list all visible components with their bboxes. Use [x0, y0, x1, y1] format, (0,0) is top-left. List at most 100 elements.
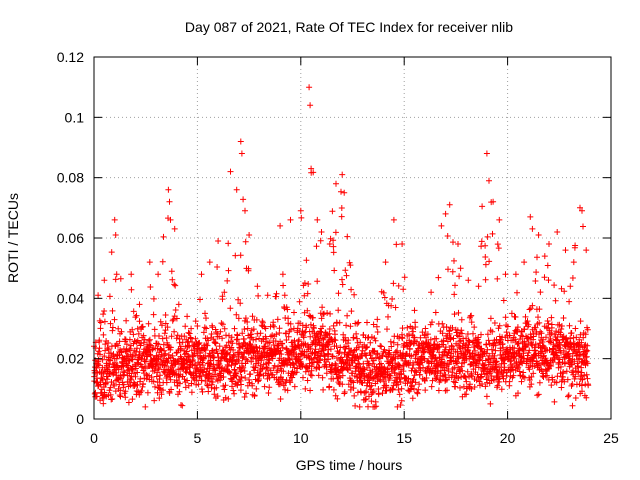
- roti-point: [296, 298, 303, 305]
- roti-point: [251, 392, 258, 399]
- roti-point: [558, 326, 565, 332]
- roti-point: [557, 363, 564, 370]
- roti-point: [380, 378, 387, 385]
- roti-point: [270, 319, 277, 326]
- y-tick-label: 0.06: [57, 230, 84, 246]
- roti-point: [485, 337, 492, 344]
- roti-point: [209, 324, 216, 331]
- roti-point: [253, 385, 260, 392]
- roti-point: [205, 337, 212, 344]
- roti-point: [101, 277, 108, 284]
- roti-point: [160, 387, 166, 394]
- roti-point: [241, 368, 248, 374]
- roti-point: [366, 362, 373, 369]
- roti-point: [150, 311, 157, 318]
- roti-point: [400, 368, 407, 375]
- roti-point: [368, 382, 375, 389]
- roti-point: [137, 375, 144, 382]
- roti-point: [436, 376, 443, 383]
- roti-point: [273, 290, 280, 297]
- roti-point: [239, 355, 246, 362]
- roti-point: [390, 280, 397, 287]
- roti-point: [264, 366, 271, 372]
- roti-point: [304, 290, 311, 297]
- roti-point: [266, 384, 273, 391]
- roti-point: [227, 370, 234, 376]
- roti-point: [162, 320, 169, 327]
- roti-point: [147, 352, 154, 359]
- roti-point: [234, 379, 241, 386]
- roti-point: [438, 222, 445, 229]
- roti-point: [354, 335, 360, 342]
- roti-point: [250, 326, 257, 333]
- roti-point: [306, 84, 313, 91]
- roti-point: [255, 292, 262, 299]
- roti-point: [564, 376, 571, 383]
- roti-point: [101, 308, 108, 314]
- roti-point: [435, 387, 442, 394]
- roti-point: [385, 313, 391, 320]
- roti-point: [203, 325, 210, 332]
- roti-point: [165, 186, 172, 193]
- roti-point: [235, 296, 242, 303]
- roti-point: [305, 281, 312, 287]
- roti-point: [583, 247, 590, 254]
- roti-point: [233, 336, 240, 343]
- roti-point: [458, 330, 465, 337]
- roti-point: [468, 319, 475, 326]
- roti-point: [211, 391, 218, 398]
- roti-point: [147, 284, 154, 290]
- roti-point: [572, 395, 579, 401]
- roti-point: [222, 394, 229, 401]
- roti-point: [237, 300, 244, 307]
- roti-point: [312, 349, 319, 356]
- x-tick-label: 25: [603, 430, 619, 446]
- roti-point: [362, 396, 369, 403]
- roti-point: [560, 347, 567, 354]
- roti-point: [327, 310, 334, 317]
- roti-point: [221, 386, 228, 393]
- roti-point: [373, 403, 380, 410]
- roti-point: [102, 341, 109, 348]
- roti-point: [473, 377, 480, 384]
- roti-point: [131, 381, 138, 388]
- roti-point: [450, 335, 457, 342]
- roti-point: [170, 316, 177, 323]
- roti-point: [201, 324, 208, 331]
- roti-point: [231, 367, 238, 374]
- roti-point: [309, 314, 316, 321]
- roti-point: [199, 388, 206, 395]
- roti-point: [444, 233, 451, 239]
- roti-point: [466, 338, 473, 345]
- roti-point: [419, 359, 426, 366]
- roti-point: [162, 312, 169, 318]
- roti-point: [226, 332, 232, 339]
- roti-point: [132, 352, 139, 359]
- roti-point: [163, 379, 170, 386]
- scatter-series-roti: [91, 84, 592, 410]
- roti-point: [217, 328, 224, 335]
- roti-point: [524, 318, 531, 325]
- roti-point: [247, 371, 254, 378]
- roti-point: [240, 196, 247, 203]
- roti-point: [394, 341, 401, 348]
- roti-point: [336, 319, 343, 326]
- roti-point: [413, 369, 420, 376]
- roti-point: [458, 374, 465, 380]
- roti-point: [117, 387, 124, 394]
- roti-point: [209, 379, 216, 385]
- roti-point: [330, 243, 337, 250]
- roti-point: [162, 350, 169, 357]
- roti-point: [464, 331, 471, 337]
- roti-point: [261, 383, 268, 390]
- roti-point: [303, 257, 310, 264]
- roti-point: [584, 342, 591, 349]
- roti-point: [478, 331, 484, 338]
- roti-point: [433, 357, 440, 364]
- roti-point: [116, 338, 123, 345]
- roti-point: [219, 321, 226, 328]
- roti-point: [364, 334, 371, 341]
- roti-point: [569, 350, 576, 357]
- roti-point: [156, 395, 163, 402]
- roti-point: [450, 239, 456, 246]
